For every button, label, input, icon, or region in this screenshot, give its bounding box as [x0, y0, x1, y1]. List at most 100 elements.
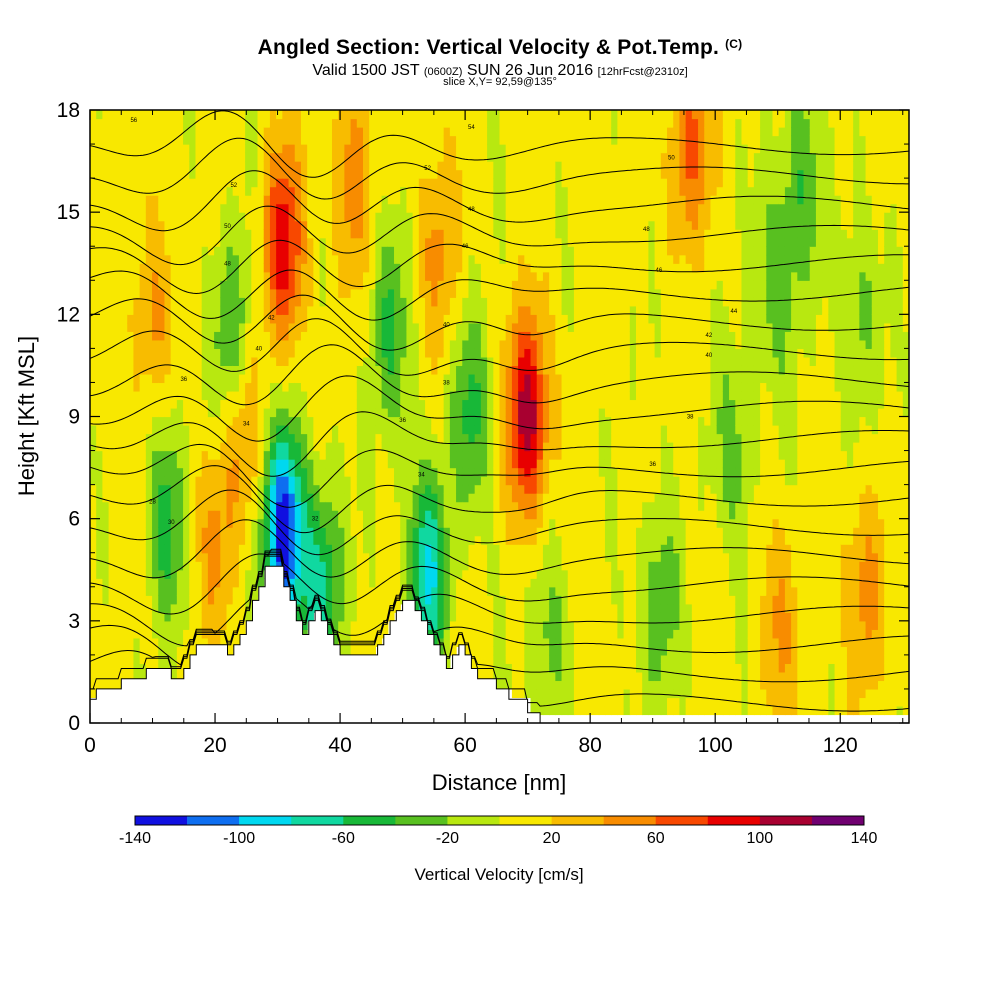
velocity-cell	[449, 416, 457, 426]
velocity-cell	[102, 127, 110, 137]
velocity-cell	[282, 144, 290, 154]
velocity-cell	[480, 442, 488, 452]
velocity-cell	[245, 595, 252, 605]
velocity-cell	[356, 544, 364, 554]
velocity-cell	[232, 484, 240, 494]
velocity-cell	[387, 110, 395, 120]
velocity-cell	[102, 544, 110, 554]
velocity-cell	[207, 118, 215, 128]
velocity-cell	[381, 203, 389, 213]
velocity-cell	[319, 603, 327, 613]
velocity-cell	[207, 433, 215, 443]
velocity-cell	[542, 425, 550, 435]
velocity-cell	[201, 263, 209, 273]
velocity-cell	[325, 203, 333, 213]
velocity-cell	[555, 373, 563, 384]
velocity-cell	[449, 144, 457, 154]
velocity-cell	[108, 161, 116, 171]
velocity-cell	[561, 348, 569, 358]
velocity-cell	[449, 501, 457, 511]
velocity-cell	[294, 339, 302, 349]
velocity-cell	[474, 442, 482, 452]
velocity-cell	[152, 339, 159, 349]
velocity-cell	[313, 237, 321, 247]
velocity-cell	[164, 152, 172, 162]
velocity-cell	[549, 169, 556, 179]
velocity-cell	[394, 586, 401, 596]
velocity-cell	[145, 442, 153, 452]
velocity-cell	[542, 271, 550, 281]
velocity-cell	[121, 603, 128, 613]
velocity-cell	[338, 476, 345, 486]
velocity-cell	[549, 518, 556, 528]
velocity-cell	[121, 671, 128, 682]
velocity-cell	[511, 612, 519, 622]
velocity-cell	[418, 118, 426, 128]
velocity-cell	[127, 595, 135, 605]
velocity-cell	[245, 407, 252, 418]
velocity-cell	[480, 459, 488, 469]
velocity-cell	[300, 271, 308, 281]
velocity-cell	[102, 348, 110, 358]
velocity-cell	[158, 314, 166, 324]
velocity-cell	[387, 212, 395, 222]
velocity-cell	[363, 322, 370, 332]
velocity-cell	[480, 467, 488, 477]
velocity-cell	[121, 544, 128, 554]
velocity-cell	[480, 663, 488, 673]
velocity-cell	[493, 578, 501, 588]
velocity-cell	[114, 501, 122, 511]
velocity-cell	[511, 552, 519, 562]
velocity-cell	[313, 442, 321, 452]
velocity-cell	[493, 365, 501, 375]
velocity-cell	[176, 476, 184, 486]
velocity-cell	[487, 365, 494, 375]
velocity-cell	[294, 578, 302, 588]
velocity-cell	[511, 110, 519, 120]
velocity-cell	[214, 195, 221, 205]
velocity-cell	[114, 365, 122, 375]
velocity-cell	[108, 637, 116, 647]
velocity-cell	[127, 433, 135, 443]
velocity-cell	[549, 433, 556, 443]
velocity-cell	[387, 450, 395, 460]
velocity-cell	[375, 586, 383, 596]
velocity-cell	[164, 407, 172, 418]
velocity-cell	[313, 356, 321, 367]
velocity-cell	[561, 152, 569, 162]
velocity-cell	[462, 263, 470, 273]
velocity-cell	[524, 535, 532, 545]
velocity-cell	[350, 425, 358, 435]
velocity-cell	[183, 399, 190, 409]
velocity-cell	[238, 459, 246, 469]
velocity-cell	[338, 518, 345, 528]
velocity-cell	[257, 331, 265, 341]
velocity-cell	[387, 161, 395, 171]
velocity-cell	[499, 339, 507, 349]
velocity-cell	[145, 399, 153, 409]
velocity-cell	[505, 663, 513, 673]
velocity-cell	[263, 518, 271, 528]
velocity-cell	[90, 288, 97, 298]
velocity-cell	[499, 390, 507, 401]
velocity-cell	[536, 476, 544, 486]
velocity-cell	[487, 663, 494, 673]
velocity-cell	[102, 373, 110, 384]
velocity-cell	[263, 459, 271, 469]
velocity-cell	[394, 544, 401, 554]
velocity-cell	[90, 331, 97, 341]
velocity-cell	[319, 288, 327, 298]
velocity-cell	[183, 246, 190, 256]
velocity-cell	[561, 365, 569, 375]
velocity-cell	[363, 646, 370, 656]
velocity-cell	[201, 322, 209, 332]
velocity-cell	[164, 552, 172, 562]
velocity-cell	[425, 425, 432, 435]
velocity-cell	[108, 501, 116, 511]
velocity-cell	[90, 348, 97, 358]
velocity-cell	[139, 407, 147, 418]
velocity-cell	[325, 365, 333, 375]
velocity-cell	[524, 527, 532, 537]
velocity-cell	[176, 186, 184, 196]
velocity-cell	[406, 459, 414, 469]
